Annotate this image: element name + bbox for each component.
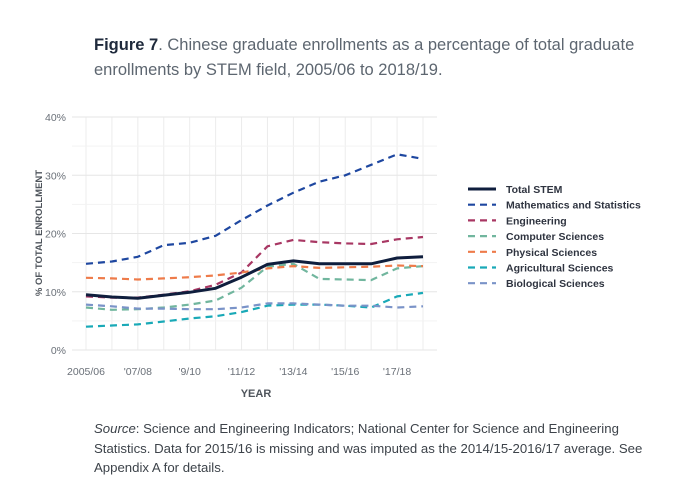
figure-label: Figure 7 [94, 36, 159, 54]
y-tick-label: 20% [45, 229, 66, 241]
source-note: Source: Science and Engineering Indicato… [94, 419, 669, 478]
series-line-mathematics-and-statistics [85, 153, 424, 265]
legend-label: Computer Sciences [506, 231, 604, 243]
legend-label: Agricultural Sciences [506, 263, 614, 275]
series-line-engineering [85, 235, 424, 299]
x-axis-title: YEAR [241, 388, 272, 400]
chart-series [85, 153, 424, 328]
y-tick-label: 0% [51, 345, 66, 357]
legend-label: Engineering [506, 215, 567, 227]
chart-grid [72, 116, 437, 351]
x-tick-label: 2005/06 [67, 366, 105, 378]
y-axis-title: % OF TOTAL ENROLLMENT [34, 170, 45, 296]
series-line-agricultural-sciences [85, 291, 424, 328]
y-tick-label: 30% [45, 170, 66, 182]
source-label: Source [94, 421, 136, 436]
chart-legend: Total STEM Mathematics and Statistics Engi… [468, 184, 641, 290]
series-line-total-stem [85, 255, 424, 300]
y-tick-label: 10% [45, 287, 66, 299]
x-tick-label: '11/12 [228, 366, 256, 378]
legend-label: Mathematics and Statistics [506, 200, 641, 212]
figure-caption-text: . Chinese graduate enrollments as a perc… [94, 36, 635, 79]
x-tick-label: '9/10 [178, 366, 201, 378]
series-line-physical-sciences [85, 264, 424, 281]
x-axis-ticks: 2005/06 '07/08 '9/10 '11/12 '13/14 '15/16 '17/… [67, 366, 411, 378]
series-line-biological-sciences [85, 302, 424, 311]
legend-label: Physical Sciences [506, 247, 597, 259]
x-tick-label: '07/08 [124, 366, 152, 378]
x-tick-label: '17/18 [383, 366, 411, 378]
figure-caption: Figure 7. Chinese graduate enrollments a… [94, 33, 664, 83]
y-axis-ticks: 0% 10% 20% 30% 40% [45, 112, 66, 357]
x-tick-label: '13/14 [279, 366, 307, 378]
source-text: : Science and Engineering Indicators; Na… [94, 421, 643, 475]
x-tick-label: '15/16 [331, 366, 359, 378]
legend-label: Biological Sciences [506, 278, 605, 290]
legend-label: Total STEM [506, 184, 563, 196]
y-tick-label: 40% [45, 112, 66, 124]
